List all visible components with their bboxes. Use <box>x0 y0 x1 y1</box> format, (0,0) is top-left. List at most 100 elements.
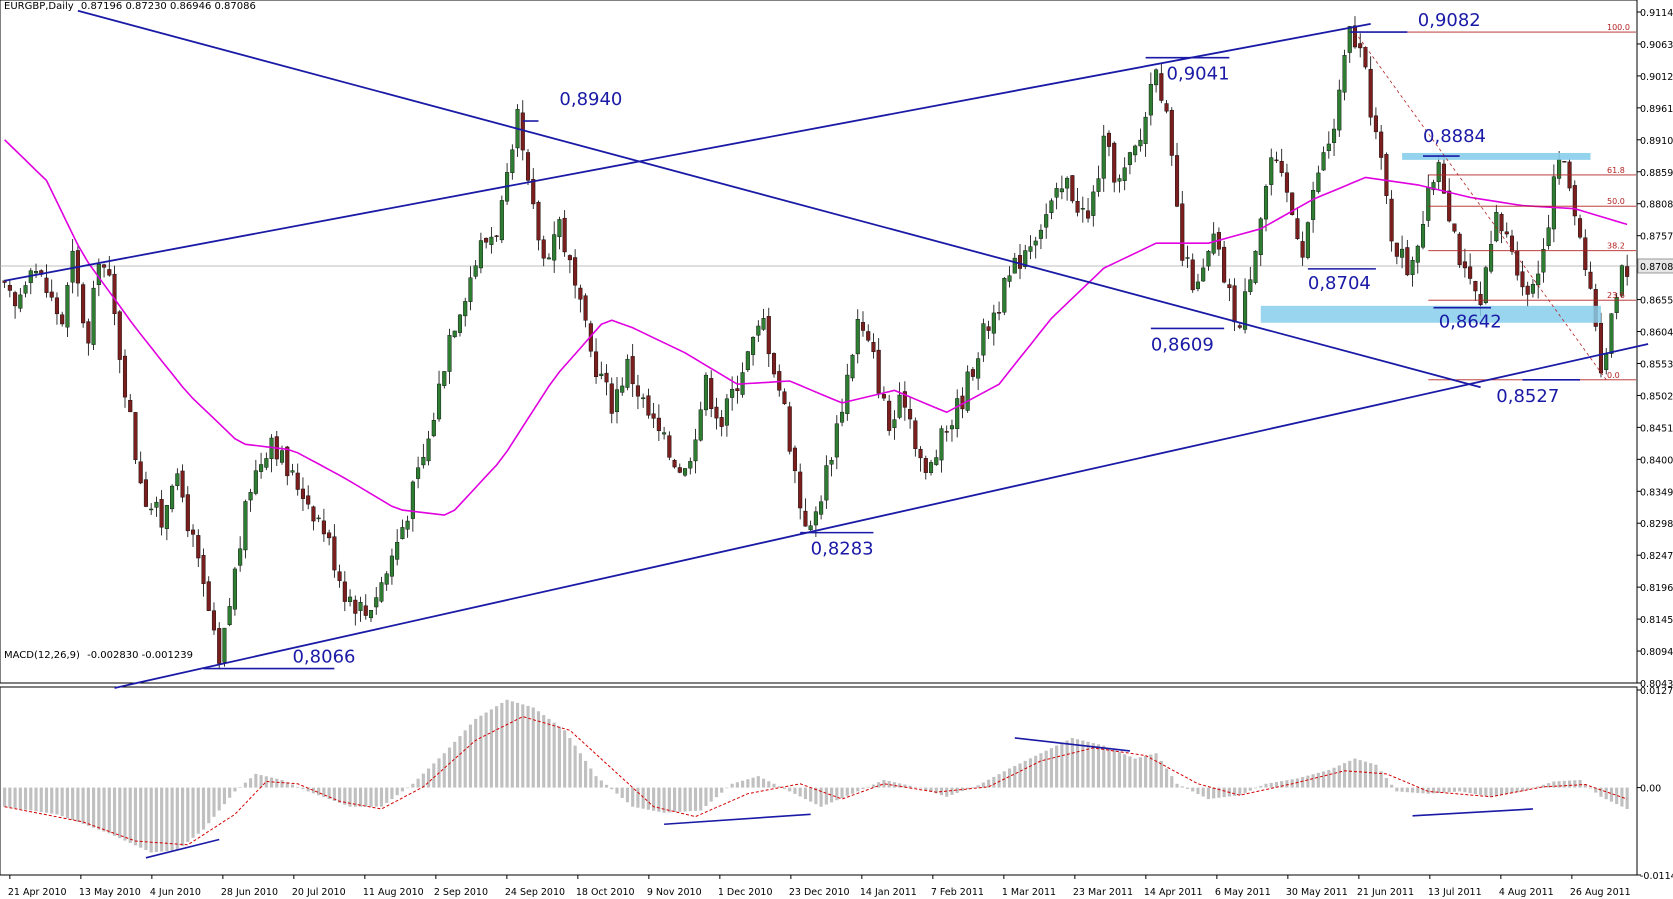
macd-bar <box>1547 783 1551 788</box>
macd-bar <box>934 787 938 794</box>
macd-bar <box>1060 743 1064 788</box>
macd-bar <box>604 784 609 788</box>
macd-bar <box>1180 786 1184 788</box>
macd-bar <box>542 715 546 788</box>
macd-bar <box>1447 787 1451 793</box>
candle-body <box>908 409 913 420</box>
macd-bar <box>547 718 551 788</box>
candle-body <box>546 257 551 260</box>
macd-bar <box>322 787 326 798</box>
macd-bar <box>918 787 923 789</box>
macd-bar <box>636 787 640 808</box>
macd-bar <box>1552 781 1556 788</box>
macd-bar <box>23 787 28 810</box>
macd-bar <box>704 787 708 807</box>
macd-bar <box>1327 770 1331 788</box>
macd-bar <box>458 736 462 788</box>
macd-bar <box>730 783 734 788</box>
candle-body <box>976 358 981 379</box>
candle-body <box>1086 210 1091 219</box>
candle-body <box>353 599 358 614</box>
candle-body <box>426 438 431 462</box>
macd-bar <box>65 787 69 819</box>
candle-body <box>1243 291 1248 330</box>
macd-bar <box>86 787 90 826</box>
macd-bar <box>510 701 514 788</box>
macd-tick-label: -0.01145 <box>1640 871 1673 882</box>
candle-body <box>745 351 750 370</box>
macd-bar <box>584 760 588 788</box>
macd-bar <box>866 786 870 788</box>
candle-body <box>363 605 368 616</box>
candle-body <box>829 460 834 465</box>
macd-bar <box>123 787 127 841</box>
macd-bar <box>950 787 954 795</box>
macd-bar <box>1123 754 1127 788</box>
macd-bar <box>526 705 530 788</box>
macd-bar <box>29 787 33 811</box>
macd-bar <box>615 787 619 794</box>
level-label: 0,8704 <box>1308 273 1371 294</box>
macd-bar <box>809 787 813 802</box>
macd-bar <box>201 787 206 830</box>
candle-body <box>337 571 342 581</box>
macd-bar <box>1295 778 1299 788</box>
candle-body <box>1478 294 1483 306</box>
macd-bar <box>1018 763 1022 788</box>
candle-body <box>1541 249 1546 273</box>
candle-body <box>771 353 777 375</box>
candle-body <box>437 383 442 420</box>
time-tick-label: 14 Jan 2011 <box>860 887 917 898</box>
macd-bar <box>803 787 807 800</box>
macd-bar <box>1107 747 1111 788</box>
candle-body <box>358 602 363 611</box>
candle-body <box>541 239 546 259</box>
candle-body <box>1499 214 1504 232</box>
candle-body <box>625 358 630 388</box>
macd-bar <box>1259 786 1263 788</box>
candle-body <box>1457 233 1462 265</box>
candle-body <box>552 234 557 261</box>
macd-panel-frame <box>0 686 1638 876</box>
macd-bar <box>1332 767 1336 788</box>
candle-body <box>1562 160 1567 163</box>
time-tick-label: 18 Oct 2010 <box>576 887 635 898</box>
macd-bar <box>1191 787 1195 792</box>
level-label: 0,8283 <box>811 539 874 560</box>
candle-body <box>944 431 949 433</box>
macd-bar <box>1468 787 1472 794</box>
candle-body <box>264 458 269 468</box>
macd-bar <box>1573 780 1577 788</box>
macd-bar <box>1489 787 1493 797</box>
macd-bar <box>275 778 279 788</box>
candle-body <box>107 269 112 276</box>
candle-body <box>683 468 688 476</box>
macd-bar <box>81 787 85 824</box>
candle-body <box>1525 285 1530 295</box>
fib-label: 23.6 <box>1607 291 1625 300</box>
candle-body <box>316 517 321 520</box>
macd-bar <box>1458 787 1462 792</box>
macd-bar <box>181 787 185 847</box>
candle-body <box>1536 273 1541 286</box>
macd-bar <box>552 722 556 788</box>
macd-bar <box>1096 744 1101 788</box>
candle-body <box>557 219 562 238</box>
macd-bar <box>1536 786 1540 788</box>
trend-lines <box>4 9 1649 689</box>
macd-bar <box>620 787 624 798</box>
candle-body <box>1012 257 1017 274</box>
macd-bar <box>1494 787 1498 796</box>
candle-body <box>1269 157 1274 185</box>
macd-bar <box>154 787 158 853</box>
candle-body <box>1117 178 1122 182</box>
macd-bar <box>1233 787 1237 796</box>
macd-bar <box>531 707 535 788</box>
candle-body <box>1625 266 1630 277</box>
price-tick-label: 0.87086 <box>1640 262 1673 273</box>
macd-bar <box>966 787 970 790</box>
candle-body <box>1337 89 1342 131</box>
